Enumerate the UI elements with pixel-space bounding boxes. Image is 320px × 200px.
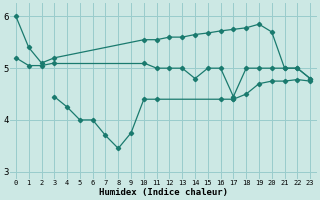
X-axis label: Humidex (Indice chaleur): Humidex (Indice chaleur) (99, 188, 228, 197)
